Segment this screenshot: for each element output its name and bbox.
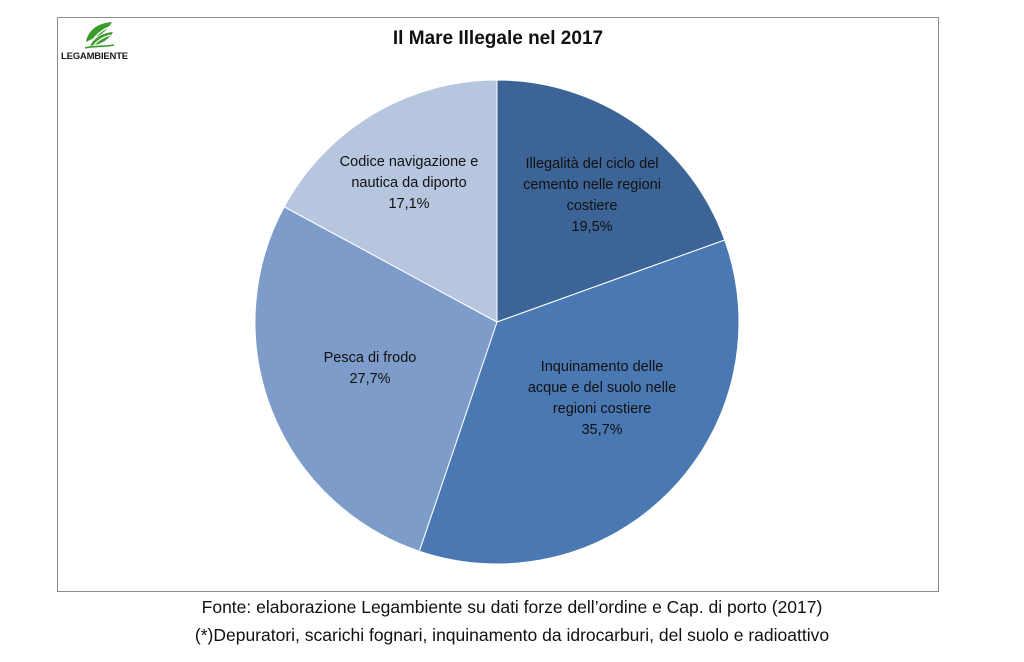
slice-label-1: Illegalità del ciclo del cemento nelle re…: [523, 156, 661, 235]
legambiente-leaf-icon: [84, 22, 115, 49]
footnote: (*)Depuratori, scarichi fognari, inquina…: [194, 625, 830, 645]
logo-text: LEGAMBIENTE: [61, 51, 128, 62]
pie-slice-2: [418, 239, 740, 565]
pie-slice-3: [254, 206, 498, 552]
source-note: Fonte: elaborazione Legambiente su dati …: [201, 597, 823, 617]
chart-title: Il Mare Illegale nel 2017: [392, 28, 604, 49]
logo: LEGAMBIENTE: [61, 20, 141, 65]
slice-label-3: Pesca di frodo 27,7%: [324, 350, 417, 387]
slice-label-4: Codice navigazione e nautica da diporto 17…: [340, 154, 479, 212]
slice-label-2: Inquinamento delle acque e del suolo nell…: [528, 359, 676, 438]
pie-slice-1: [496, 79, 726, 323]
pie-slice-4: [283, 79, 498, 323]
